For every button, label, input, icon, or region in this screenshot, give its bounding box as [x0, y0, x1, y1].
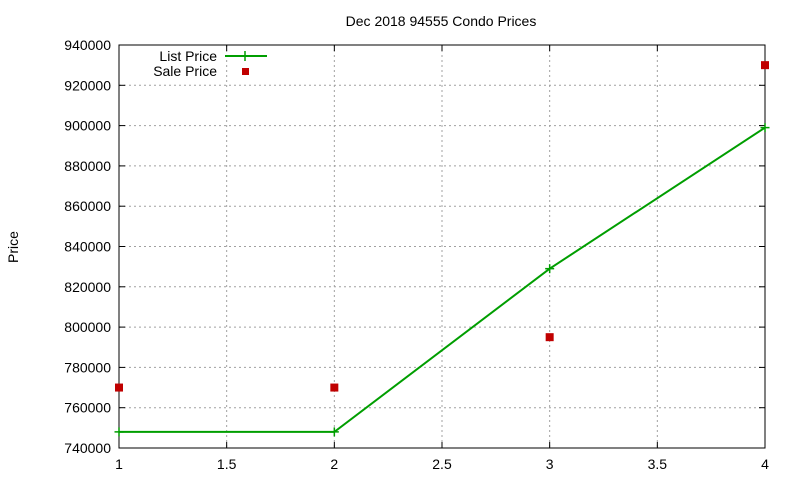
- y-tick-label: 800000: [64, 319, 111, 335]
- x-tick-label: 4: [761, 456, 769, 472]
- y-tick-label: 900000: [64, 118, 111, 134]
- y-tick-label: 760000: [64, 400, 111, 416]
- data-point-sale-price: [330, 383, 339, 392]
- x-tick-label: 3: [546, 456, 554, 472]
- series: [114, 61, 770, 437]
- legend: List Price Sale Price: [153, 48, 267, 79]
- series-line-list-price: [119, 126, 766, 433]
- data-point-sale-price: [115, 383, 123, 392]
- y-tick-label: 940000: [64, 37, 111, 53]
- legend-marker-sale-price: [242, 68, 249, 75]
- x-tick-label: 1: [115, 456, 123, 472]
- data-point-list-price: [329, 427, 339, 437]
- axis-ticks: 1 1.5 2 2.5 3 3.5 4 740000 760000 780000 800000 820…: [64, 37, 769, 472]
- y-tick-label: 780000: [64, 359, 111, 375]
- y-tick-label: 880000: [64, 158, 111, 174]
- data-point-sale-price: [761, 61, 769, 70]
- y-tick-label: 860000: [64, 198, 111, 214]
- grid: [119, 45, 765, 448]
- y-tick-label: 920000: [64, 77, 111, 93]
- x-tick-label: 3.5: [648, 456, 668, 472]
- data-point-list-price: [114, 427, 124, 437]
- legend-label-sale-price: Sale Price: [153, 63, 217, 79]
- data-point-list-price: [760, 123, 770, 133]
- y-tick-label: 820000: [64, 279, 111, 295]
- x-tick-label: 1.5: [217, 456, 237, 472]
- chart-title: Dec 2018 94555 Condo Prices: [346, 13, 537, 29]
- y-axis-label: Price: [5, 231, 21, 263]
- x-tick-label: 2: [330, 456, 338, 472]
- data-point-sale-price: [545, 333, 554, 342]
- data-point-list-price: [545, 264, 555, 274]
- legend-marker-list-price: [240, 51, 250, 61]
- legend-label-list-price: List Price: [159, 48, 217, 64]
- x-tick-label: 2.5: [432, 456, 452, 472]
- y-tick-label: 840000: [64, 239, 111, 255]
- y-tick-label: 740000: [64, 440, 111, 456]
